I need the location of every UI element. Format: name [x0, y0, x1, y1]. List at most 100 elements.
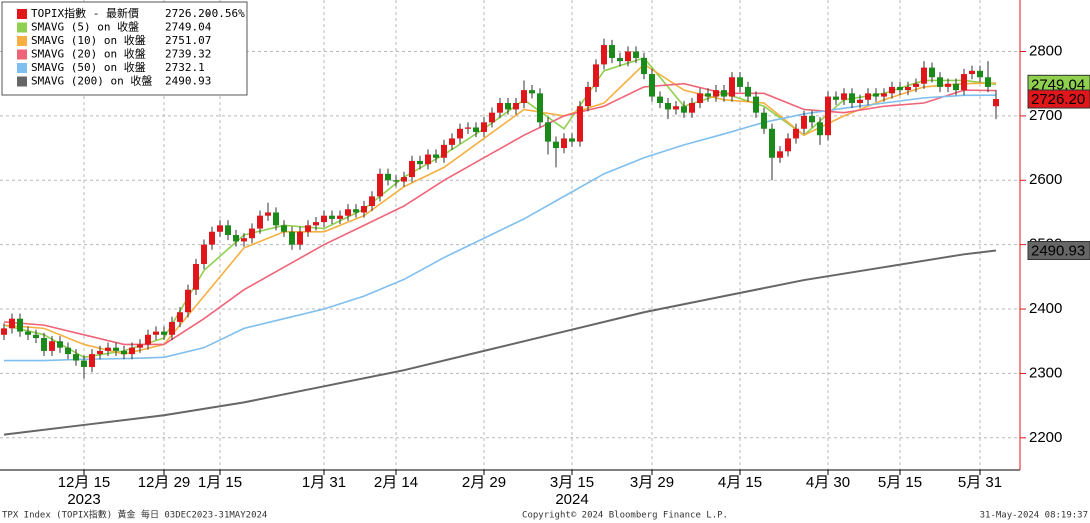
y-tick-label: 2700: [1029, 107, 1062, 124]
candle-body: [897, 86, 903, 91]
footer-right: 31-May-2024 08:19:37: [980, 511, 1088, 521]
candle-body: [721, 90, 727, 97]
candle-body: [233, 235, 239, 242]
candle-body: [393, 180, 399, 182]
candle-body: [449, 138, 455, 145]
candle-body: [49, 341, 55, 351]
x-tick-label: 3月 29: [630, 474, 674, 491]
legend-swatch: [17, 22, 27, 33]
candle-body: [745, 86, 751, 97]
legend-value: 2739.32: [165, 48, 211, 61]
candle-body: [145, 334, 151, 345]
candle-body: [57, 341, 63, 348]
legend-change: -0.56%: [205, 7, 245, 20]
x-tick-label: 5月 31: [958, 474, 1002, 491]
legend-value: 2490.93: [165, 75, 211, 88]
legend-swatch: [17, 63, 27, 73]
candle-body: [329, 215, 335, 219]
candle-body: [225, 225, 231, 235]
candle-body: [617, 57, 623, 62]
candle-body: [377, 173, 383, 197]
value-tag-label: 2490.93: [1031, 242, 1085, 259]
candle-body: [993, 99, 999, 107]
candle-body: [65, 347, 71, 355]
legend-box: [1, 1, 248, 96]
candle-body: [849, 93, 855, 104]
candle-body: [657, 96, 663, 104]
candle-body: [289, 231, 295, 245]
candle-body: [169, 321, 175, 335]
candle-body: [705, 93, 711, 97]
candle-body: [1, 328, 7, 335]
candle-body: [369, 196, 375, 207]
legend-name: SMAVG (10) on 收盤: [31, 33, 146, 47]
candle-body: [841, 93, 847, 100]
candle-body: [889, 86, 895, 94]
legend-value: 2751.07: [165, 34, 211, 47]
candle-body: [513, 103, 519, 110]
candle-body: [769, 128, 775, 158]
y-tick-label: 2200: [1029, 429, 1062, 446]
candle-body: [553, 141, 559, 149]
candle-body: [825, 96, 831, 136]
candle-body: [937, 77, 943, 87]
candle-body: [801, 115, 807, 129]
candle-body: [561, 138, 567, 149]
candle-body: [465, 127, 471, 129]
candle-body: [217, 225, 223, 232]
candle-body: [9, 318, 15, 329]
candle-body: [921, 67, 927, 84]
candle-body: [417, 160, 423, 165]
candle-body: [281, 225, 287, 232]
candle-body: [865, 93, 871, 100]
x-tick-label: 4月 30: [806, 474, 850, 491]
candle-body: [17, 318, 23, 332]
candle-body: [977, 70, 983, 78]
candle-body: [873, 93, 879, 97]
candle-body: [697, 93, 703, 104]
candle-body: [433, 154, 439, 158]
y-tick-label: 2400: [1029, 300, 1062, 317]
legend-swatch: [17, 76, 27, 87]
candle-body: [361, 206, 367, 213]
value-tag-label: 2749.04: [1031, 76, 1085, 93]
candle-body: [729, 77, 735, 97]
candle-body: [201, 244, 207, 264]
candle-body: [529, 90, 535, 94]
candle-body: [305, 225, 311, 232]
x-tick-label: 2月 14: [374, 474, 418, 491]
legend-name: SMAVG (200) on 收盤: [31, 74, 152, 88]
candle-body: [665, 103, 671, 110]
candle-body: [985, 77, 991, 87]
candle-body: [737, 77, 743, 87]
candle-body: [137, 344, 143, 348]
value-tag-label: 2726.20: [1031, 91, 1085, 108]
candle-body: [193, 263, 199, 290]
legend-name: SMAVG (20) on 收盤: [31, 47, 146, 61]
candle-body: [521, 90, 527, 104]
candle-body: [537, 93, 543, 123]
candle-body: [481, 122, 487, 132]
candle-body: [817, 122, 823, 136]
candle-body: [505, 103, 511, 110]
x-tick-label: 12月 29: [138, 474, 191, 491]
candle-body: [969, 70, 975, 75]
year-label: 2023: [67, 491, 100, 508]
candle-body: [153, 331, 159, 335]
candle-body: [913, 83, 919, 87]
candle-body: [833, 96, 839, 100]
x-tick-label: 2月 29: [462, 474, 506, 491]
candle-body: [129, 347, 135, 355]
candle-body: [121, 350, 127, 355]
candle-body: [249, 228, 255, 239]
candle-body: [809, 115, 815, 123]
candle-body: [97, 350, 103, 355]
candle-body: [257, 215, 263, 229]
candle-body: [425, 154, 431, 165]
candle-body: [353, 209, 359, 213]
candle-body: [313, 222, 319, 226]
candle-body: [881, 93, 887, 97]
candle-body: [345, 209, 351, 216]
legend-swatch: [17, 9, 27, 19]
